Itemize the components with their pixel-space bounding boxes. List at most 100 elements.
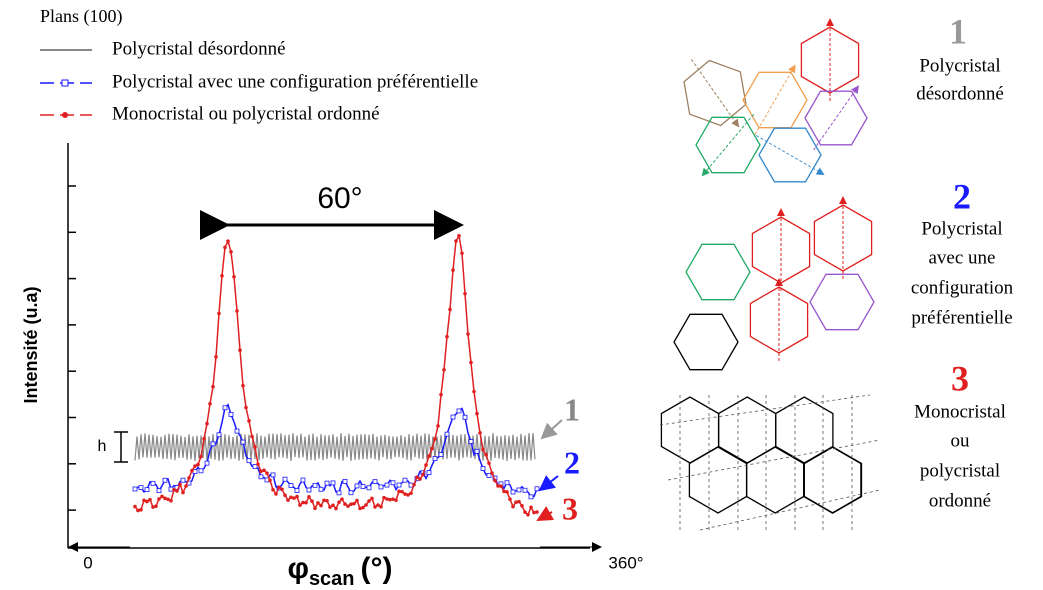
curve-red-marker <box>316 501 320 505</box>
curve-red-marker <box>514 500 518 505</box>
hexagon <box>660 396 720 464</box>
curve-red-marker <box>349 502 353 507</box>
curve-red-marker <box>460 251 464 256</box>
panel-caption: désordonné <box>916 83 1004 104</box>
curve-red-marker <box>277 485 281 490</box>
curve-red-marker <box>136 508 140 513</box>
curve-blue-marker <box>456 408 462 414</box>
curve-red-marker <box>532 510 536 515</box>
curve-red-marker <box>184 484 188 488</box>
panel-caption: ordonné <box>929 490 991 511</box>
curve-blue-marker <box>330 480 336 486</box>
curve-blue-marker <box>228 412 234 417</box>
curve-blue-marker <box>246 458 252 464</box>
curve-red-marker <box>265 471 269 475</box>
curve-blue-marker <box>432 456 438 461</box>
curve-red-marker <box>358 506 362 511</box>
curve-red-marker <box>223 245 227 250</box>
curve-blue-marker <box>360 484 366 490</box>
curve-red-marker <box>520 504 524 508</box>
y-label: Intensité (u.a) <box>21 286 41 403</box>
orientation-line <box>813 85 859 151</box>
legend-item: Polycristal désordonné <box>112 38 286 59</box>
curve-red-marker <box>382 495 386 500</box>
curve-red-marker <box>454 239 458 243</box>
curve-red-marker <box>205 421 209 426</box>
curve-red-marker <box>481 447 485 452</box>
curve-blue-marker <box>138 485 144 490</box>
lattice-line <box>659 394 871 426</box>
curve-red-marker <box>172 487 176 492</box>
curve-red-marker <box>376 503 380 507</box>
curve-red-marker <box>499 484 503 488</box>
curve-red-marker <box>256 462 260 466</box>
curve-red-marker <box>472 389 476 394</box>
curve-red-marker <box>148 497 152 502</box>
curve-red-marker <box>421 472 425 477</box>
hexagon <box>683 59 747 127</box>
orientation-line <box>755 135 825 176</box>
curve-red-marker <box>508 497 512 502</box>
curve-blue-marker <box>240 439 246 445</box>
curve-grey <box>134 432 536 461</box>
curve-blue-marker <box>504 480 510 486</box>
curve-red-marker <box>445 334 449 339</box>
curve-blue-marker <box>474 448 480 454</box>
curve-red-marker <box>304 500 308 505</box>
curve-red-marker <box>226 239 230 244</box>
x-label-unit: (°) <box>361 552 393 585</box>
curve-red-marker <box>169 499 173 503</box>
curve-red-marker <box>298 503 302 507</box>
curve-red-marker <box>448 307 452 312</box>
curve-red-marker <box>160 494 164 499</box>
curve-red-marker <box>313 506 317 511</box>
curve-red-marker <box>439 392 443 397</box>
curve-blue-marker <box>198 468 204 474</box>
curve-red-marker <box>451 268 455 272</box>
curve-red-marker <box>238 348 242 353</box>
curve-red-marker <box>400 489 404 494</box>
hexagon <box>717 396 777 464</box>
curve-red-marker <box>259 469 263 474</box>
legend-marker <box>61 79 69 87</box>
curve-blue-marker <box>300 477 306 483</box>
curve-red-marker <box>262 468 266 473</box>
curve-red-marker <box>331 503 335 508</box>
curve-red-marker <box>379 504 383 509</box>
curve-red-marker <box>274 492 278 496</box>
curve-red-marker <box>487 461 491 465</box>
curve-blue-marker <box>252 464 258 469</box>
curve-red-marker <box>475 411 479 416</box>
curve-blue-marker <box>342 478 348 484</box>
curve-red-marker <box>133 504 137 509</box>
curve-red-marker <box>295 494 299 499</box>
curve-red-marker <box>250 434 254 439</box>
panel-caption: Polycristal <box>921 218 1002 239</box>
orientation-line <box>701 114 755 177</box>
hexagon <box>803 446 863 514</box>
curve-blue-marker <box>402 477 408 483</box>
curve-red-marker <box>403 492 407 496</box>
curve-blue-marker <box>234 428 240 434</box>
curve-red-marker <box>337 500 341 505</box>
curve-red-marker <box>199 454 203 459</box>
panel-number: 1 <box>949 11 967 51</box>
curve-red-marker <box>505 490 509 494</box>
curve-blue-marker <box>312 482 318 488</box>
curve-red-marker <box>214 355 218 359</box>
curve-blue-marker <box>180 477 186 483</box>
hexagon <box>809 273 875 331</box>
lattice-line <box>699 489 881 531</box>
curve-red-marker <box>433 437 437 441</box>
curve-blue-marker <box>450 414 456 420</box>
curve-red-marker <box>388 497 392 502</box>
curve-red-marker <box>319 503 323 508</box>
hexagon <box>673 313 739 371</box>
curve-label: 2 <box>564 444 580 480</box>
curve-red-marker <box>229 250 233 254</box>
curve-blue-marker <box>390 480 396 486</box>
lattice-line <box>667 439 881 481</box>
curve-blue-marker <box>258 474 264 480</box>
curve-red-marker <box>145 499 149 504</box>
